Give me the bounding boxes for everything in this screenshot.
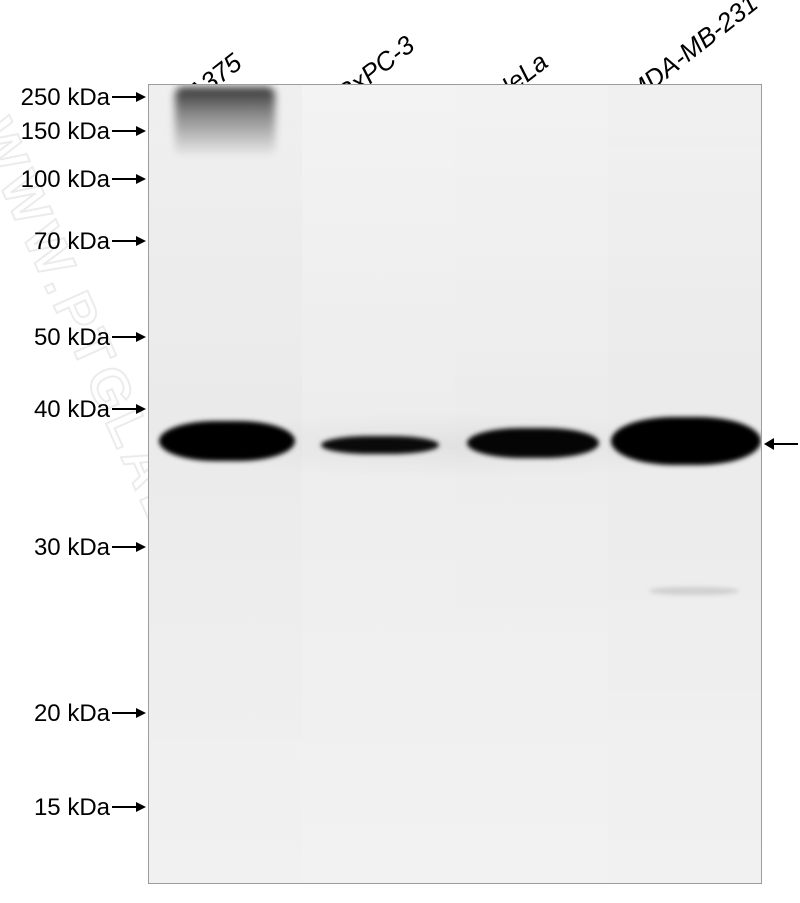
- mw-arrow-icon: [112, 402, 146, 416]
- target-band-arrow-icon: [764, 436, 798, 452]
- mw-label-250: 250 kDa: [0, 84, 110, 112]
- mw-arrow-icon: [112, 800, 146, 814]
- band-row-halo: [149, 405, 761, 485]
- mw-label-30: 30 kDa: [0, 534, 110, 562]
- mw-arrow-icon: [112, 124, 146, 138]
- mw-label-100: 100 kDa: [0, 166, 110, 194]
- mw-arrow-icon: [112, 540, 146, 554]
- mw-arrow-icon: [112, 330, 146, 344]
- mw-arrow-icon: [112, 172, 146, 186]
- mw-label-40: 40 kDa: [0, 396, 110, 424]
- mw-label-20: 20 kDa: [0, 700, 110, 728]
- mw-label-150: 150 kDa: [0, 118, 110, 146]
- mw-arrow-icon: [112, 234, 146, 248]
- mw-arrow-icon: [112, 90, 146, 104]
- mw-label-70: 70 kDa: [0, 228, 110, 256]
- mw-label-50: 50 kDa: [0, 324, 110, 352]
- band-smear-high-mw: [175, 87, 275, 157]
- western-blot-figure: WWW.PTGLAB.COM 250 kDa 150 kDa 100 kDa 7…: [0, 0, 800, 903]
- band-lane4-faint: [649, 587, 739, 595]
- blot-membrane: [148, 84, 762, 884]
- blot-inner: [149, 85, 761, 883]
- mw-label-15: 15 kDa: [0, 794, 110, 822]
- mw-arrow-icon: [112, 706, 146, 720]
